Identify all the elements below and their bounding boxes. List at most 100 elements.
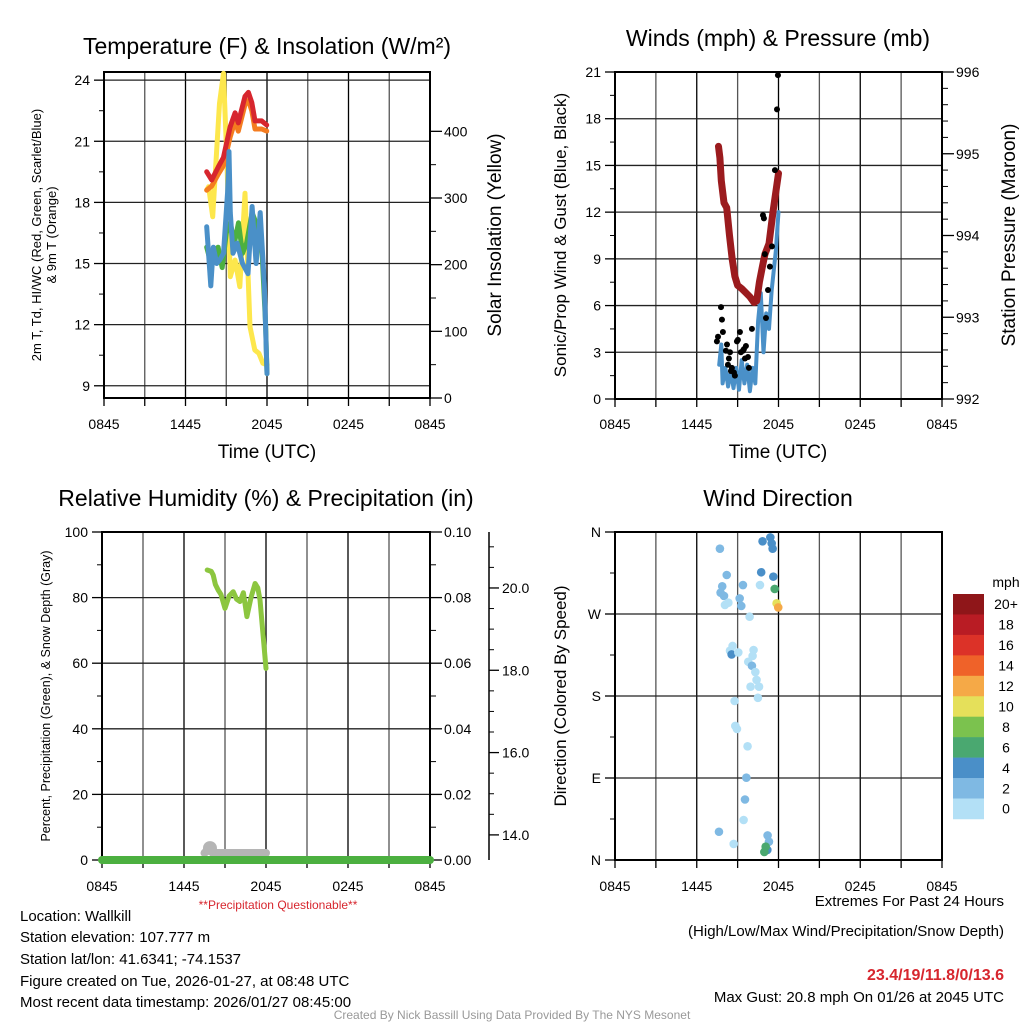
y-tick-label: 21 [585,64,601,80]
wind-direction-point [760,847,769,857]
legend-label: 8 [1002,719,1010,735]
wind-direction-point [722,570,732,580]
gust-point [736,329,743,336]
y-tick-label: W [588,606,602,622]
legend-swatch [953,696,984,717]
legend-swatch [953,655,984,677]
wind-direction-point [752,675,761,685]
gust-point [765,287,772,293]
wind-left-axis-title: Sonic/Prop Wind & Gust (Blue, Black) [551,93,570,377]
wind-direction-point [730,696,739,706]
y-tick-label: 60 [72,655,88,671]
extremes-subtitle: (High/Low/Max Wind/Precipitation/Snow De… [688,923,1004,940]
2m-t-line [204,89,270,183]
humidity-left-axis-title: Percent, Precipitation (Green), & Snow D… [39,550,53,841]
gust-point [761,251,768,258]
x-tick-label: 0245 [845,416,876,432]
right-y-tick-label: 0.00 [444,852,471,868]
x-tick-label: 1445 [168,878,199,894]
y-tick-label: 40 [72,721,88,737]
temperature-x-axis-title: Time (UTC) [218,442,317,463]
y-tick-label: E [592,770,601,786]
wind-direction-point [719,591,729,601]
legend-swatch [953,716,984,738]
gust-point [774,106,781,113]
wind-direction-point [754,682,764,692]
legend-swatch [953,614,984,636]
y-tick-label: 0 [80,852,88,868]
y-tick-label: S [592,688,601,704]
y-tick-label: 80 [72,590,88,606]
pressure-line [715,142,782,306]
legend-swatch [953,778,984,799]
gust-point [731,372,738,379]
wind-direction-point [734,648,743,657]
wind-direction-point [746,682,755,692]
gust-point [723,341,730,348]
legend-label: 2 [1002,780,1010,796]
pressure-right-axis-title: Station Pressure (Maroon) [999,124,1020,347]
legend-swatch [953,737,984,758]
gust-point [744,353,751,360]
y-tick-label: 20 [72,786,88,802]
y-tick-label: 12 [74,317,90,333]
plot-frame [103,71,431,399]
wind-direction-point [732,724,742,734]
created-text: Figure created on Tue, 2026-01-27, at 08… [20,973,350,990]
right-y-tick-label: 0.02 [444,786,471,802]
legend-label: 12 [998,678,1014,694]
x-tick-label: 0845 [599,878,630,894]
winds-panel: 0845 1445 2045 0245 0845 0 3 6 9 12 15 18 21 992 993 99… [585,64,979,432]
wind-direction-point [756,567,766,577]
wind-direction-point [755,580,765,590]
wind-direction-point [758,536,767,546]
speed-legend: mph 20+ 18 16 14 12 10 8 6 4 2 0 [953,574,1020,820]
snow-y-tick-label: 14.0 [502,827,529,843]
right-y-tick-label: 994 [956,228,980,244]
x-tick-label: 1445 [170,416,201,432]
gust-point [719,329,726,336]
temperature-left-axis-title-line2: & 9m T (Orange) [44,186,59,283]
latlon-text: Station lat/lon: 41.6341; -74.1537 [20,951,241,968]
x-tick-label: 0845 [599,416,630,432]
legend-swatch [953,634,984,656]
legend-label: 14 [998,658,1014,674]
wind-direction-point [720,600,730,610]
wind-direction-point [751,667,760,677]
x-tick-label: 0245 [332,878,363,894]
x-tick-label: 0845 [86,878,117,894]
wind-direction-panel-title: Wind Direction [703,485,853,511]
winds-panel-title: Winds (mph) & Pressure (mb) [626,25,930,51]
legend-label: 6 [1002,739,1010,755]
wind-direction-point [738,580,748,590]
y-tick-label: 3 [593,344,601,360]
x-tick-label: 2045 [251,416,282,432]
gust-point [768,243,775,250]
snow-depth-bump [202,841,217,856]
hi-wc-line [204,149,270,377]
extremes-title: Extremes For Past 24 Hours [815,893,1004,910]
legend-label: 18 [998,617,1014,633]
snow-y-tick-label: 18.0 [502,662,529,678]
legend-label: 4 [1002,760,1010,776]
solar-insolation-line [204,70,270,368]
gust-point [718,316,725,323]
wind-direction-point [740,795,750,804]
wind-direction-point [742,773,751,783]
legend-label: 10 [998,698,1014,714]
wind-direction-point [745,612,754,622]
x-tick-label: 0845 [926,878,957,894]
wind-direction-point [769,572,778,581]
gust-point [771,167,778,174]
x-tick-label: 0845 [414,878,445,894]
y-tick-label: 15 [74,256,90,272]
gust-point [774,72,781,79]
y-tick-label: N [591,852,601,868]
wind-direction-point [737,601,746,611]
gust-point [726,349,733,356]
legend-swatch [953,798,984,820]
credit-text: Created By Nick Bassill Using Data Provi… [334,1008,691,1022]
x-tick-label: 0245 [845,878,876,894]
